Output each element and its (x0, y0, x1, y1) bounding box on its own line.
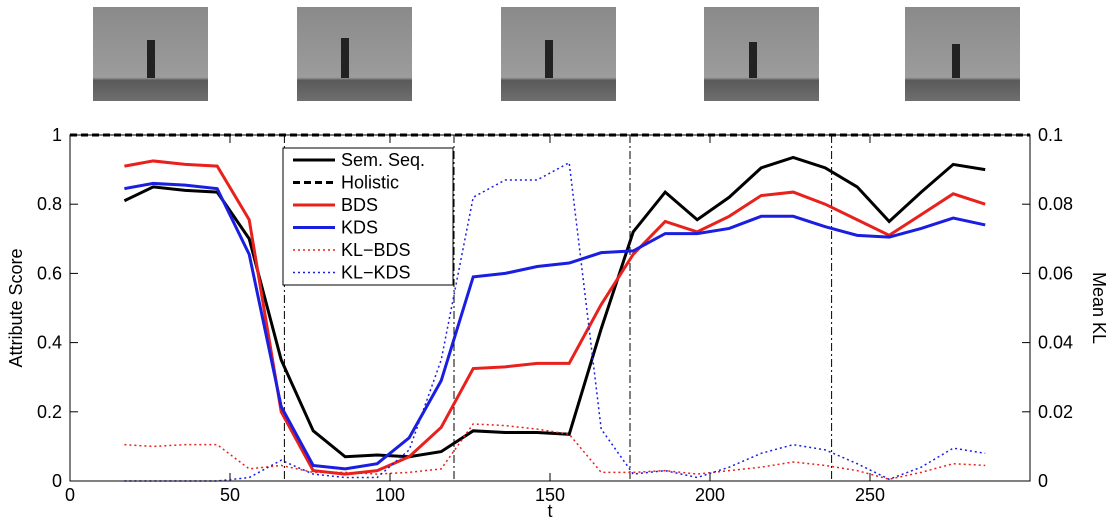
y2-tick-label: 0.02 (1038, 402, 1073, 422)
plot-area (70, 135, 1030, 481)
y-tick-label: 0.4 (37, 333, 62, 353)
series-line (124, 159, 986, 476)
legend-label: KL−KDS (341, 263, 411, 283)
series-line (124, 181, 986, 471)
y2-axis-label: Mean KL (1089, 272, 1109, 344)
figure (952, 44, 960, 78)
thumbnails (93, 7, 1020, 101)
legend-label: KL−BDS (341, 240, 411, 260)
series-line (124, 423, 986, 481)
plot: 0 50 100 150 200 250 0 0.2 0.4 0.6 0.8 1 0 0.02 0.04 0.… (37, 125, 1073, 505)
y-axis-label: Attribute Score (6, 248, 26, 367)
series-line (124, 161, 986, 482)
legend-label: BDS (341, 195, 378, 215)
x-tick-label: 200 (695, 485, 725, 505)
legend-label: Holistic (341, 173, 399, 193)
y-tick-label: 0.6 (37, 263, 62, 283)
video-frame (704, 7, 819, 101)
y2-tick-label: 0.04 (1038, 333, 1073, 353)
y-tick-label: 0 (52, 471, 62, 491)
legend-label: Sem. Seq. (341, 150, 425, 170)
y-tick-label: 1 (52, 125, 62, 145)
x-tick-label: 250 (855, 485, 885, 505)
video-frame (905, 7, 1020, 101)
axes-box (69, 134, 1031, 482)
x-tick-label: 50 (220, 485, 240, 505)
x-tick-label: 0 (65, 485, 75, 505)
figure (749, 42, 757, 78)
legend (282, 147, 454, 286)
figure (545, 40, 553, 78)
y2-tick-label: 0.06 (1038, 263, 1073, 283)
x-axis-label: t (547, 501, 552, 521)
figure (147, 40, 155, 78)
y-tick-label: 0.8 (37, 194, 62, 214)
y-tick-label: 0.2 (37, 402, 62, 422)
y2-tick-label: 0 (1038, 471, 1048, 491)
legend-label: KDS (341, 218, 378, 238)
video-frame (501, 7, 616, 101)
x-tick-label: 100 (375, 485, 405, 505)
figure (341, 38, 349, 78)
y2-tick-label: 0.08 (1038, 194, 1073, 214)
series-line (123, 155, 986, 459)
y2-tick-label: 0.1 (1038, 125, 1063, 145)
video-frame (297, 7, 412, 101)
x-tick-label: 150 (535, 485, 565, 505)
